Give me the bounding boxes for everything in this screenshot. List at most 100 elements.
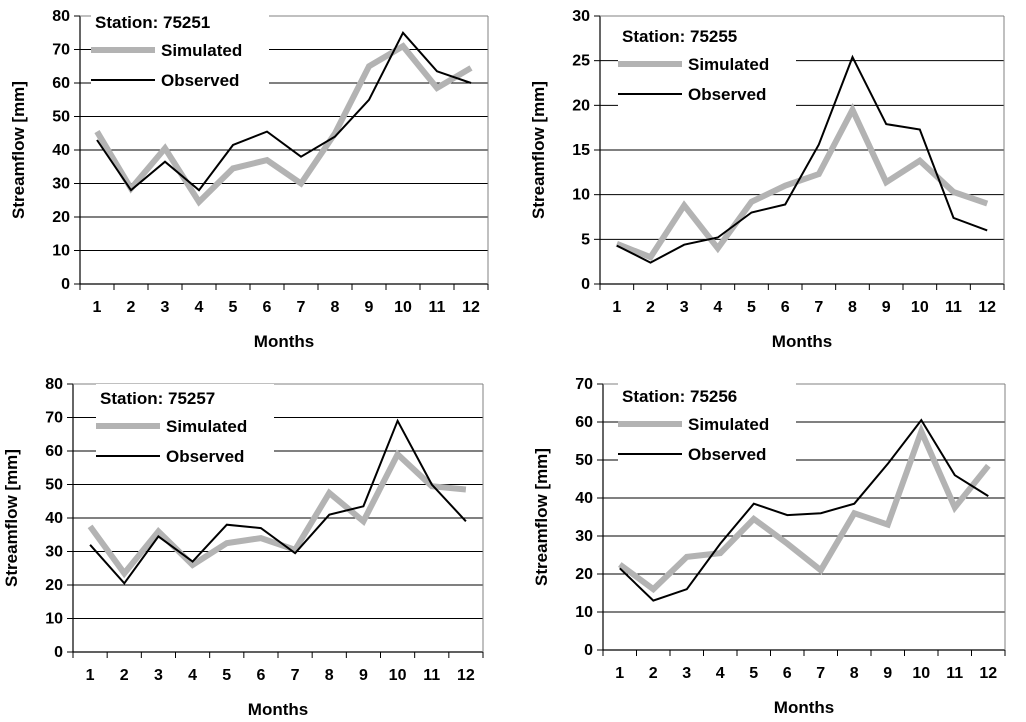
x-tick-label: 6 [781, 299, 790, 316]
y-tick-label: 30 [572, 8, 590, 25]
y-tick-label: 40 [52, 142, 70, 159]
x-tick-label: 3 [680, 299, 689, 316]
legend-label-observed: Observed [688, 445, 766, 464]
legend-label-observed: Observed [166, 447, 244, 466]
y-tick-label: 5 [581, 231, 590, 248]
x-tick-label: 1 [93, 299, 102, 316]
x-tick-label: 1 [615, 665, 624, 682]
y-tick-label: 30 [52, 176, 70, 193]
y-tick-label: 0 [61, 276, 70, 293]
x-axis-title: Months [254, 332, 314, 351]
x-tick-label: 5 [749, 665, 758, 682]
x-tick-label: 7 [814, 299, 823, 316]
y-tick-label: 50 [575, 452, 593, 469]
x-tick-label: 12 [457, 667, 475, 684]
y-tick-label: 20 [572, 97, 590, 114]
y-tick-label: 0 [584, 642, 593, 659]
x-tick-label: 7 [297, 299, 306, 316]
x-tick-label: 4 [188, 667, 197, 684]
station-label: Station: 75251 [95, 13, 210, 32]
x-tick-label: 7 [291, 667, 300, 684]
x-tick-label: 2 [646, 299, 655, 316]
x-tick-label: 4 [716, 665, 725, 682]
x-tick-label: 11 [946, 665, 963, 682]
series-line-simulated [615, 103, 989, 261]
y-tick-label: 60 [575, 414, 593, 431]
x-tick-label: 3 [161, 299, 170, 316]
legend-label-simulated: Simulated [688, 415, 769, 434]
x-tick-label: 12 [978, 299, 996, 316]
x-tick-label: 10 [394, 299, 412, 316]
y-tick-label: 60 [52, 75, 70, 92]
y-axis-title: Streamflow [mm] [532, 448, 551, 586]
legend-label-simulated: Simulated [166, 417, 247, 436]
y-tick-label: 15 [572, 142, 590, 159]
y-tick-label: 40 [45, 510, 63, 527]
y-tick-label: 0 [581, 276, 590, 293]
x-tick-label: 6 [783, 665, 792, 682]
x-tick-label: 9 [365, 299, 374, 316]
y-tick-label: 60 [45, 443, 63, 460]
y-tick-label: 10 [572, 187, 590, 204]
y-tick-label: 20 [575, 566, 593, 583]
x-tick-label: 8 [848, 299, 857, 316]
x-tick-label: 8 [331, 299, 340, 316]
x-tick-label: 5 [747, 299, 756, 316]
y-tick-label: 50 [52, 109, 70, 126]
x-tick-label: 10 [912, 665, 930, 682]
x-tick-label: 2 [120, 667, 129, 684]
series-line-observed [619, 418, 989, 602]
y-tick-label: 70 [52, 42, 70, 59]
y-tick-label: 70 [575, 376, 593, 393]
legend-label-simulated: Simulated [161, 41, 242, 60]
series-line-simulated [87, 449, 467, 579]
x-tick-label: 3 [154, 667, 163, 684]
x-tick-label: 11 [423, 667, 440, 684]
y-tick-label: 10 [45, 611, 63, 628]
x-axis-title: Months [774, 698, 834, 717]
x-tick-label: 9 [883, 665, 892, 682]
y-tick-label: 40 [575, 490, 593, 507]
x-tick-label: 1 [86, 667, 95, 684]
x-axis-title: Months [248, 700, 308, 719]
y-tick-label: 70 [45, 410, 63, 427]
x-tick-label: 5 [222, 667, 231, 684]
x-tick-label: 8 [325, 667, 334, 684]
y-tick-label: 10 [52, 243, 70, 260]
x-tick-label: 12 [979, 665, 997, 682]
y-tick-label: 25 [572, 53, 590, 70]
legend-label-simulated: Simulated [688, 55, 769, 74]
station-label: Station: 75257 [100, 389, 215, 408]
x-tick-label: 5 [229, 299, 238, 316]
x-tick-label: 3 [682, 665, 691, 682]
y-tick-label: 80 [45, 376, 63, 393]
x-tick-label: 9 [882, 299, 891, 316]
y-axis-title: Streamflow [mm] [9, 81, 28, 219]
y-tick-label: 30 [45, 544, 63, 561]
x-tick-label: 7 [816, 665, 825, 682]
y-tick-label: 0 [54, 644, 63, 661]
x-tick-label: 1 [612, 299, 621, 316]
y-axis-title: Streamflow [mm] [2, 449, 21, 587]
station-label: Station: 75255 [622, 27, 737, 46]
x-tick-label: 6 [263, 299, 272, 316]
x-tick-label: 12 [462, 299, 480, 316]
series-line-observed [616, 54, 988, 264]
station-label: Station: 75256 [622, 387, 737, 406]
y-axis-title: Streamflow [mm] [530, 81, 548, 219]
x-tick-label: 4 [713, 299, 722, 316]
x-tick-label: 6 [256, 667, 265, 684]
legend-label-observed: Observed [161, 71, 239, 90]
x-tick-label: 10 [389, 667, 407, 684]
y-tick-label: 50 [45, 477, 63, 494]
legend-label-observed: Observed [688, 85, 766, 104]
y-tick-label: 10 [575, 604, 593, 621]
series-line-simulated [94, 42, 473, 207]
x-tick-label: 4 [195, 299, 204, 316]
y-tick-label: 80 [52, 8, 70, 25]
